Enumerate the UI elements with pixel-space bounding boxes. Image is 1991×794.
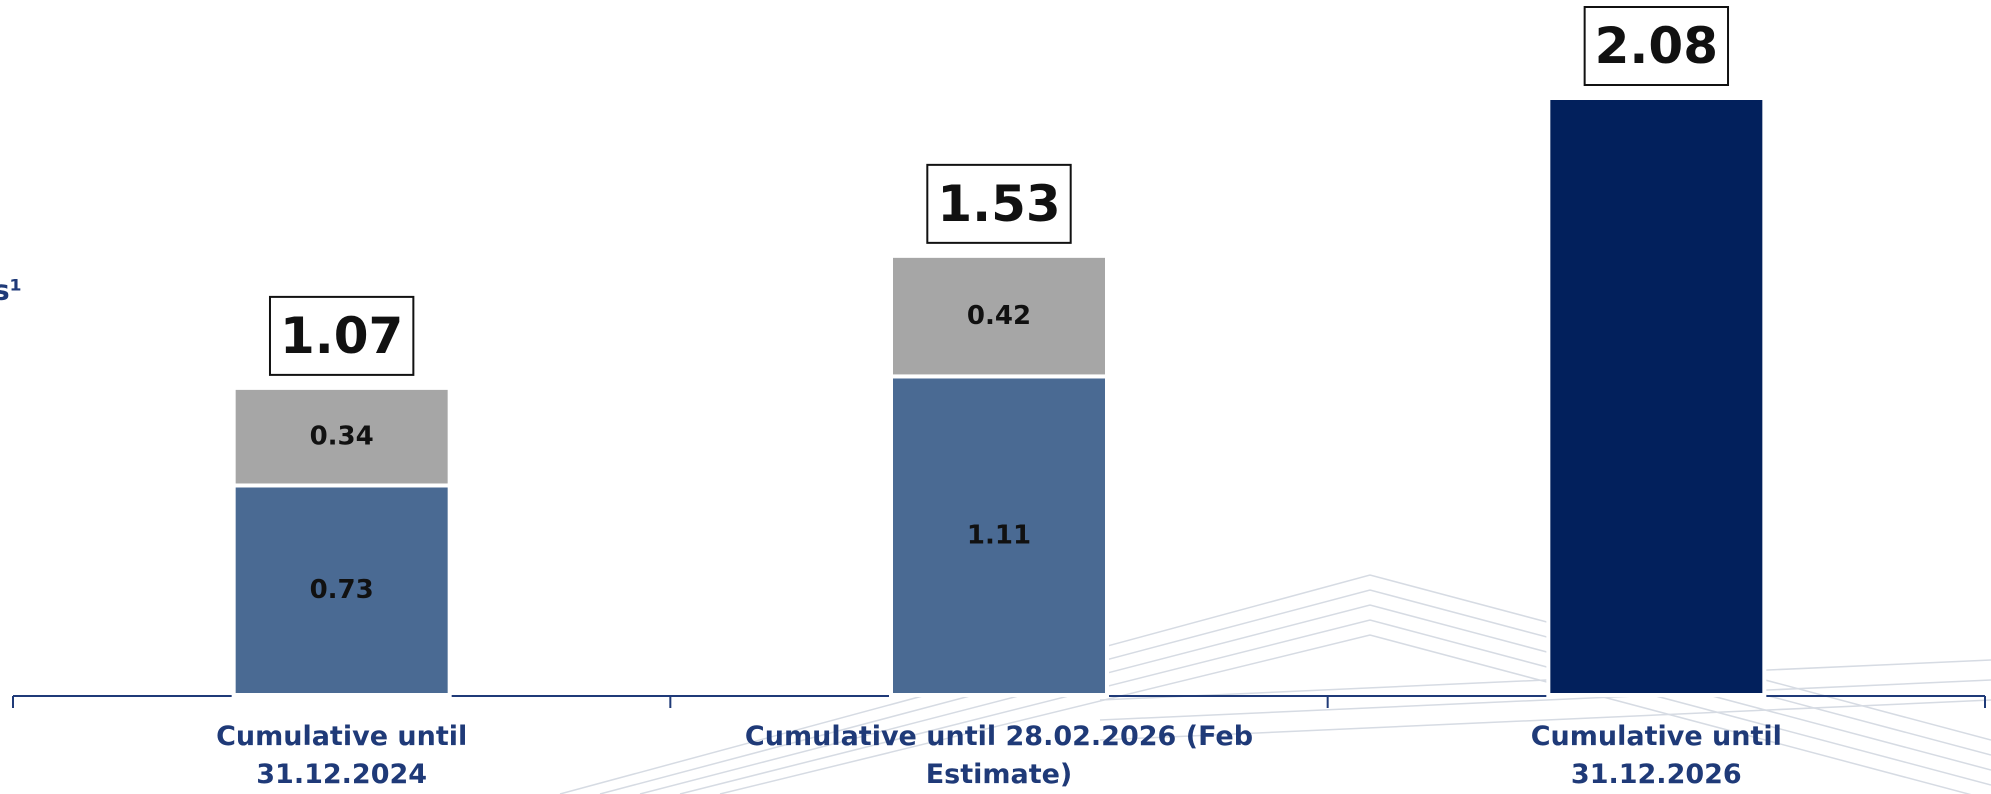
total-value: 1.53 bbox=[937, 175, 1060, 233]
data-label: 0.42 bbox=[967, 301, 1031, 331]
category-label: Cumulative until 28.02.2026 (Feb Estimat… bbox=[744, 721, 1254, 790]
bar-segment bbox=[889, 253, 1109, 379]
total-label: 1.53 bbox=[926, 163, 1072, 244]
total-value: 2.08 bbox=[1595, 17, 1718, 75]
total-box bbox=[1583, 6, 1730, 86]
data-label: 0.73 bbox=[310, 575, 374, 605]
annotation: es¹ bbox=[0, 274, 22, 307]
bar-segment bbox=[231, 483, 452, 697]
category-label: Cumulative until 31.12.2026 bbox=[1530, 721, 1782, 790]
data-label: 1.11 bbox=[967, 521, 1031, 551]
bar-segment bbox=[889, 374, 1109, 697]
total-label: 1.07 bbox=[268, 295, 415, 376]
total-box bbox=[268, 295, 415, 376]
total-value: 1.07 bbox=[280, 307, 403, 365]
total-box bbox=[926, 163, 1072, 244]
bar-segment bbox=[1546, 96, 1767, 697]
data-label: 0.34 bbox=[310, 422, 374, 452]
bar-segment bbox=[231, 385, 452, 488]
background-pattern bbox=[559, 574, 1991, 794]
category-label: Cumulative until 31.12.2024 bbox=[216, 721, 468, 790]
total-label: 2.08 bbox=[1583, 6, 1730, 86]
